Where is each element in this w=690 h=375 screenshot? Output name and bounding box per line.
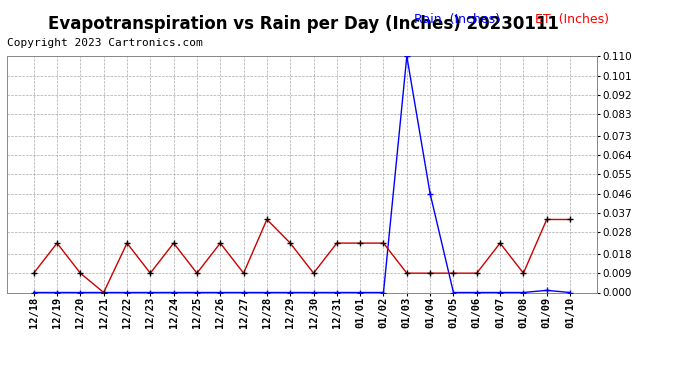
Rain  (Inches) bbox=[566, 290, 574, 295]
Rain  (Inches) bbox=[496, 290, 504, 295]
Line: ET  (Inches): ET (Inches) bbox=[31, 217, 573, 295]
Rain  (Inches) bbox=[356, 290, 364, 295]
ET  (Inches) bbox=[123, 241, 131, 245]
Rain  (Inches) bbox=[473, 290, 481, 295]
Rain  (Inches) bbox=[380, 290, 388, 295]
Rain  (Inches) bbox=[309, 290, 317, 295]
Rain  (Inches) bbox=[403, 54, 411, 58]
ET  (Inches) bbox=[566, 217, 574, 222]
Line: Rain  (Inches): Rain (Inches) bbox=[31, 54, 573, 295]
Rain  (Inches) bbox=[216, 290, 224, 295]
Text: Copyright 2023 Cartronics.com: Copyright 2023 Cartronics.com bbox=[7, 38, 203, 48]
Rain  (Inches) bbox=[239, 290, 248, 295]
ET  (Inches) bbox=[449, 271, 457, 275]
Rain  (Inches) bbox=[333, 290, 341, 295]
Text: ET  (Inches): ET (Inches) bbox=[535, 13, 609, 26]
ET  (Inches) bbox=[146, 271, 155, 275]
Rain  (Inches) bbox=[170, 290, 178, 295]
Text: Rain  (Inches): Rain (Inches) bbox=[414, 13, 500, 26]
ET  (Inches) bbox=[496, 241, 504, 245]
Rain  (Inches) bbox=[99, 290, 108, 295]
ET  (Inches) bbox=[473, 271, 481, 275]
Rain  (Inches) bbox=[286, 290, 295, 295]
Rain  (Inches) bbox=[263, 290, 271, 295]
ET  (Inches) bbox=[76, 271, 84, 275]
ET  (Inches) bbox=[333, 241, 341, 245]
ET  (Inches) bbox=[193, 271, 201, 275]
ET  (Inches) bbox=[30, 271, 38, 275]
ET  (Inches) bbox=[286, 241, 295, 245]
Rain  (Inches) bbox=[53, 290, 61, 295]
Rain  (Inches) bbox=[76, 290, 84, 295]
ET  (Inches) bbox=[542, 217, 551, 222]
ET  (Inches) bbox=[520, 271, 528, 275]
ET  (Inches) bbox=[380, 241, 388, 245]
Rain  (Inches) bbox=[426, 192, 434, 196]
ET  (Inches) bbox=[170, 241, 178, 245]
ET  (Inches) bbox=[99, 290, 108, 295]
ET  (Inches) bbox=[426, 271, 434, 275]
Rain  (Inches) bbox=[123, 290, 131, 295]
Rain  (Inches) bbox=[542, 288, 551, 292]
Rain  (Inches) bbox=[146, 290, 155, 295]
ET  (Inches) bbox=[403, 271, 411, 275]
ET  (Inches) bbox=[216, 241, 224, 245]
ET  (Inches) bbox=[53, 241, 61, 245]
ET  (Inches) bbox=[309, 271, 317, 275]
ET  (Inches) bbox=[263, 217, 271, 222]
Rain  (Inches) bbox=[193, 290, 201, 295]
Rain  (Inches) bbox=[30, 290, 38, 295]
Rain  (Inches) bbox=[449, 290, 457, 295]
Text: Evapotranspiration vs Rain per Day (Inches) 20230111: Evapotranspiration vs Rain per Day (Inch… bbox=[48, 15, 559, 33]
ET  (Inches) bbox=[356, 241, 364, 245]
Rain  (Inches) bbox=[520, 290, 528, 295]
ET  (Inches) bbox=[239, 271, 248, 275]
